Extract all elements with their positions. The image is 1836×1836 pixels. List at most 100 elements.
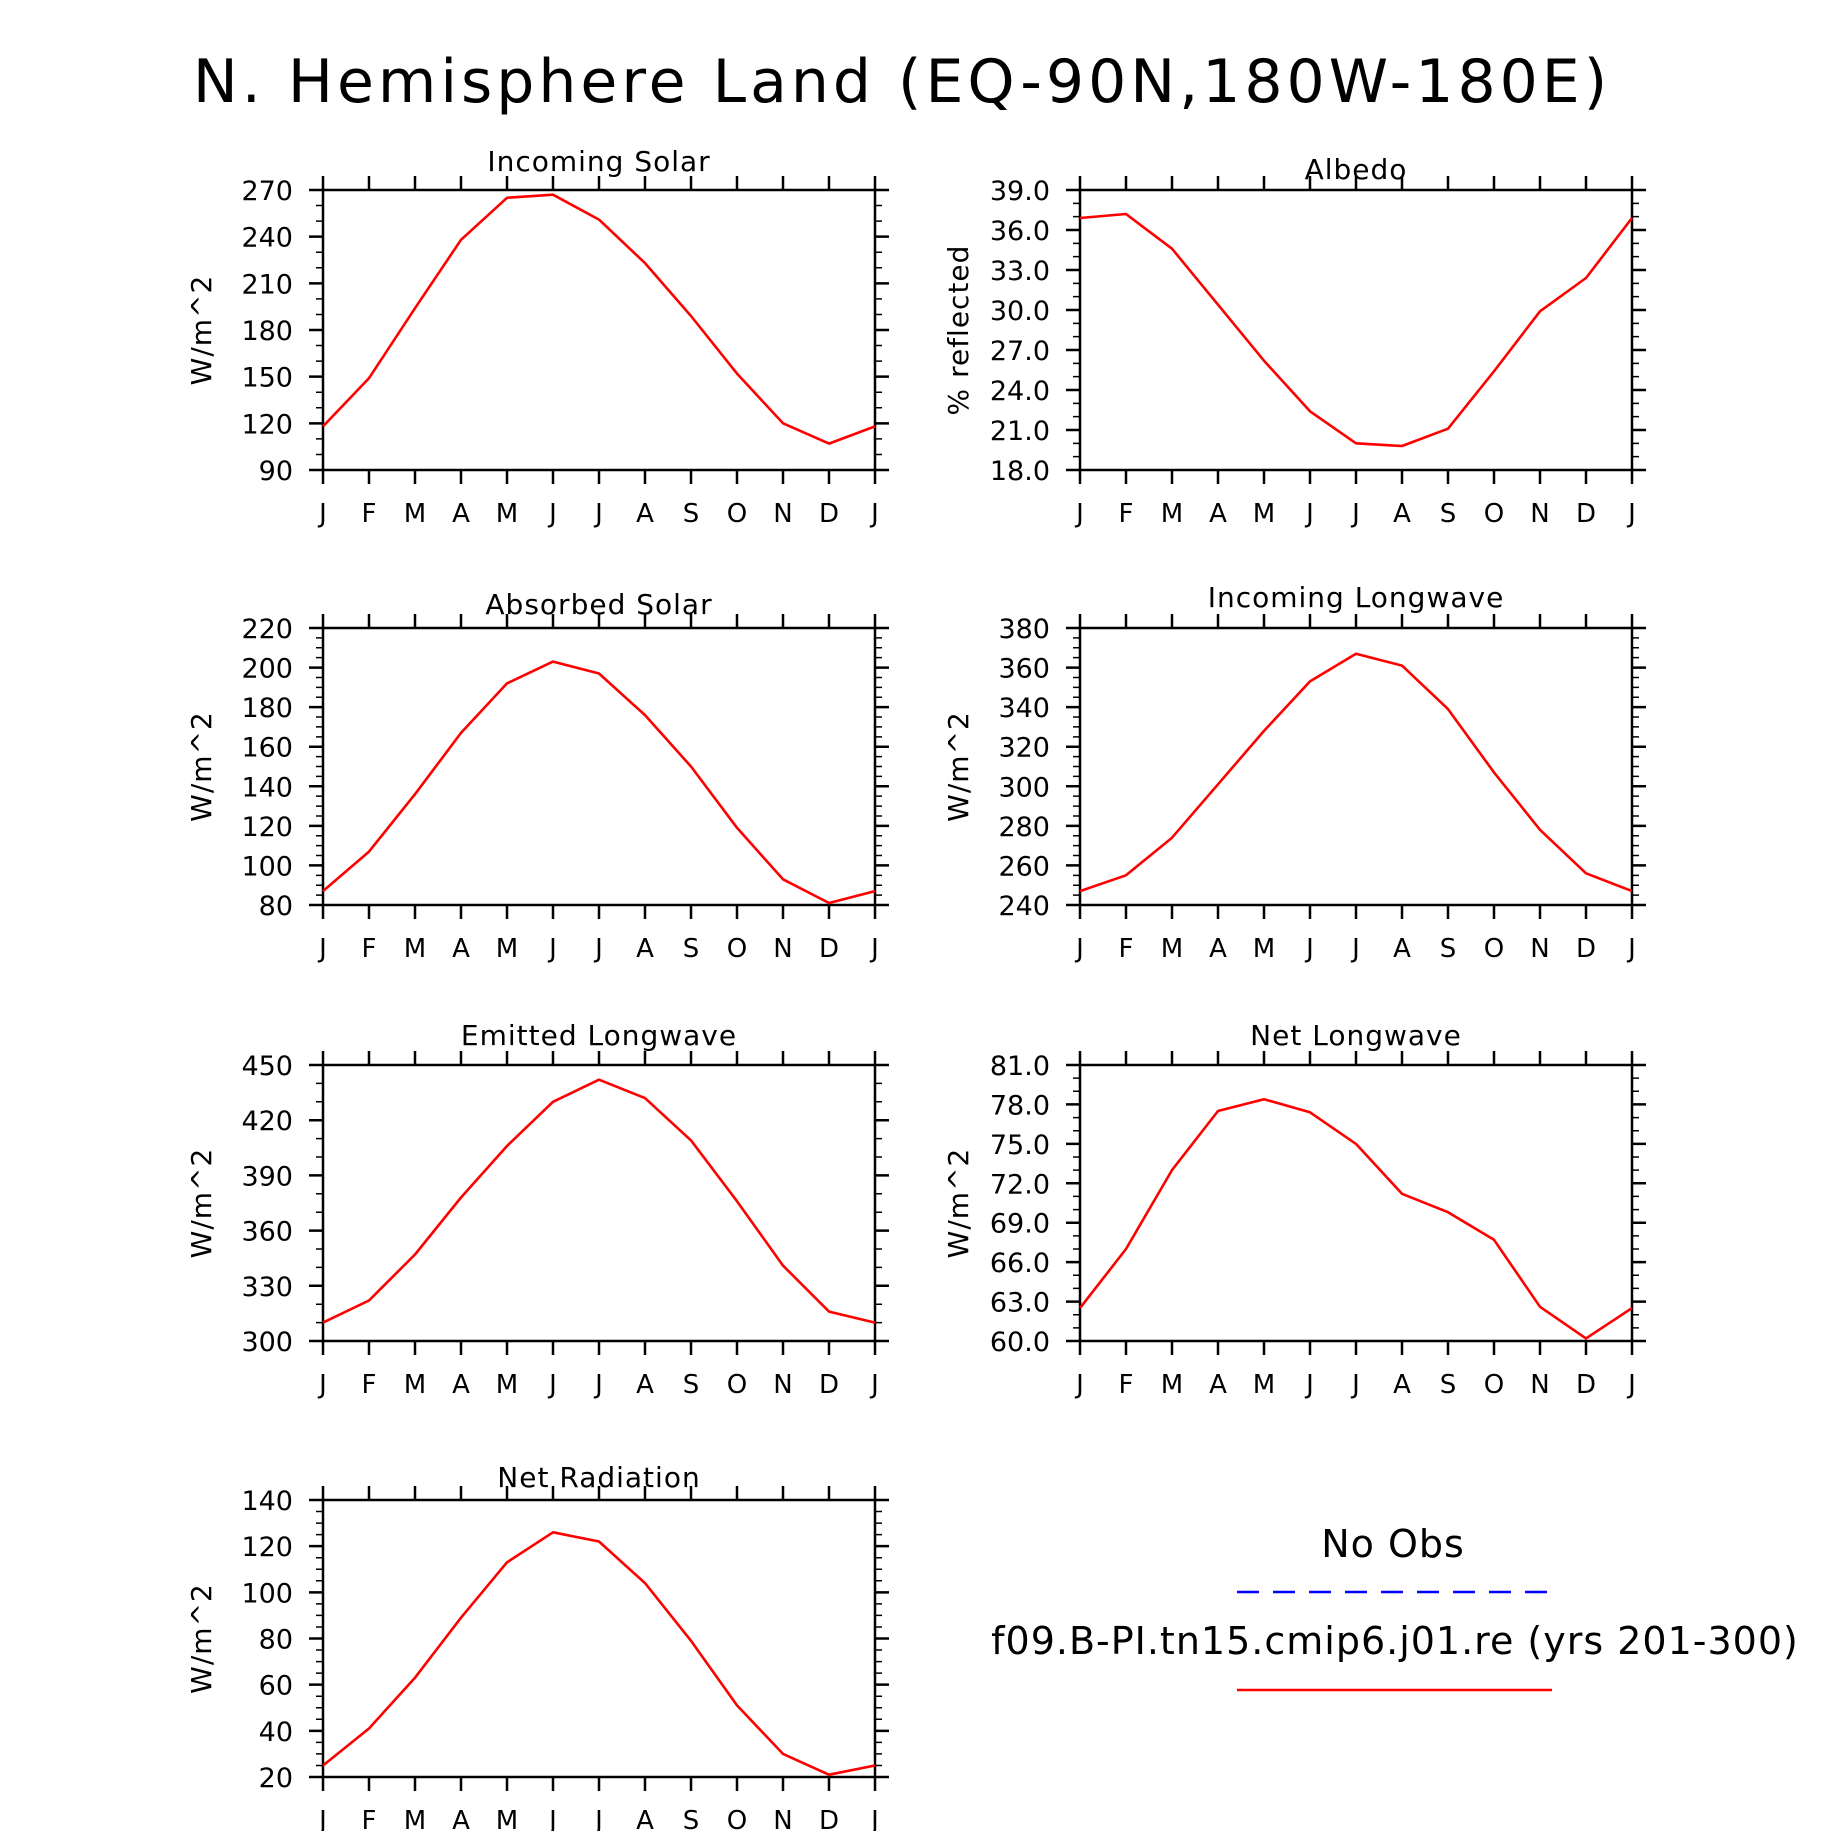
month-label: M (404, 934, 426, 964)
month-label: J (1304, 499, 1314, 529)
month-label: A (452, 1370, 470, 1400)
month-label: O (727, 934, 747, 964)
month-label: J (317, 499, 327, 529)
y-minor-ticks (316, 1064, 882, 1342)
month-label: J (1626, 499, 1636, 529)
month-label: J (547, 934, 557, 964)
month-label: J (547, 1370, 557, 1400)
y-tick-label: 240 (241, 223, 293, 254)
y-tick-label: 360 (998, 654, 1050, 685)
y-tick-label: 72.0 (990, 1169, 1050, 1200)
y-tick-label: 120 (241, 409, 293, 440)
y-axis-label: W/m^2 (185, 711, 218, 822)
y-tick-label: 18.0 (990, 456, 1050, 487)
plot-frame (1078, 626, 1634, 907)
month-label: F (362, 1806, 377, 1831)
month-label: O (1484, 1370, 1504, 1400)
month-label: N (1530, 499, 1549, 529)
panel-title: Incoming Longwave (1208, 581, 1505, 614)
y-tick-label: 78.0 (990, 1090, 1050, 1121)
y-tick-label: 69.0 (990, 1209, 1050, 1240)
month-label: F (1119, 934, 1134, 964)
series-line-model (322, 1078, 876, 1324)
y-tick-label: 340 (998, 693, 1050, 724)
month-label: O (1484, 934, 1504, 964)
month-label: A (636, 1806, 654, 1831)
series-line-model (1079, 652, 1633, 893)
month-label: S (1440, 934, 1457, 964)
y-tick-label: 90 (259, 456, 293, 487)
month-label: A (1393, 499, 1411, 529)
month-label: J (1074, 1370, 1084, 1400)
month-label: D (1576, 1370, 1596, 1400)
month-label: O (727, 1806, 747, 1831)
month-label: A (1393, 1370, 1411, 1400)
month-label: S (1440, 1370, 1457, 1400)
month-label: J (1626, 1370, 1636, 1400)
month-label: A (1209, 1370, 1227, 1400)
y-tick-label: 24.0 (990, 376, 1050, 407)
y-tick-label: 66.0 (990, 1248, 1050, 1279)
y-axis-label: W/m^2 (942, 711, 975, 822)
month-label: M (1253, 499, 1275, 529)
month-label: J (1350, 934, 1360, 964)
month-label: A (636, 934, 654, 964)
y-tick-label: 60.0 (990, 1327, 1050, 1358)
y-tick-label: 80 (259, 1625, 293, 1656)
y-tick-label: 270 (241, 176, 293, 207)
y-tick-label: 200 (241, 654, 293, 685)
month-label: M (1253, 1370, 1275, 1400)
y-tick-label: 21.0 (990, 416, 1050, 447)
month-label: J (317, 1806, 327, 1831)
y-tick-label: 39.0 (990, 176, 1050, 207)
month-label: J (869, 1370, 879, 1400)
month-label: J (593, 499, 603, 529)
month-label: M (1161, 934, 1183, 964)
month-label: D (819, 1370, 839, 1400)
month-label: J (593, 934, 603, 964)
y-minor-ticks (1073, 189, 1639, 471)
month-label: M (1161, 1370, 1183, 1400)
y-axis-label: % reflected (942, 245, 975, 416)
month-label: O (727, 1370, 747, 1400)
month-label: D (819, 1806, 839, 1831)
y-tick-label: 160 (241, 733, 293, 764)
month-label: A (452, 1806, 470, 1831)
month-label: J (547, 499, 557, 529)
month-label: F (362, 934, 377, 964)
month-label: A (1393, 934, 1411, 964)
y-tick-label: 140 (241, 1486, 293, 1517)
month-label: N (773, 934, 792, 964)
y-tick-label: 380 (998, 614, 1050, 645)
month-label: A (452, 934, 470, 964)
y-tick-label: 27.0 (990, 336, 1050, 367)
month-label: A (636, 499, 654, 529)
plot-frame (1078, 188, 1634, 472)
y-tick-label: 260 (998, 851, 1050, 882)
y-tick-label: 390 (241, 1161, 293, 1192)
month-label: M (496, 934, 518, 964)
series-line-model (322, 660, 876, 905)
y-tick-label: 60 (259, 1671, 293, 1702)
month-label: J (869, 499, 879, 529)
month-label: M (404, 1370, 426, 1400)
month-label: N (1530, 934, 1549, 964)
y-tick-label: 75.0 (990, 1130, 1050, 1161)
month-label: F (362, 1370, 377, 1400)
y-tick-label: 300 (241, 1327, 293, 1358)
y-tick-label: 33.0 (990, 256, 1050, 287)
y-tick-label: 100 (241, 1578, 293, 1609)
month-label: A (1209, 499, 1227, 529)
y-tick-label: 120 (241, 812, 293, 843)
y-tick-label: 30.0 (990, 296, 1050, 327)
series-line-model (322, 193, 876, 445)
month-label: N (1530, 1370, 1549, 1400)
month-label: J (1074, 934, 1084, 964)
month-label: J (593, 1370, 603, 1400)
month-label: F (362, 499, 377, 529)
panel-5: Net Longwave 60.0 63.0 66.0 69.0 72.0 75.0 78.0… (942, 1019, 1646, 1400)
month-label: F (1119, 1370, 1134, 1400)
